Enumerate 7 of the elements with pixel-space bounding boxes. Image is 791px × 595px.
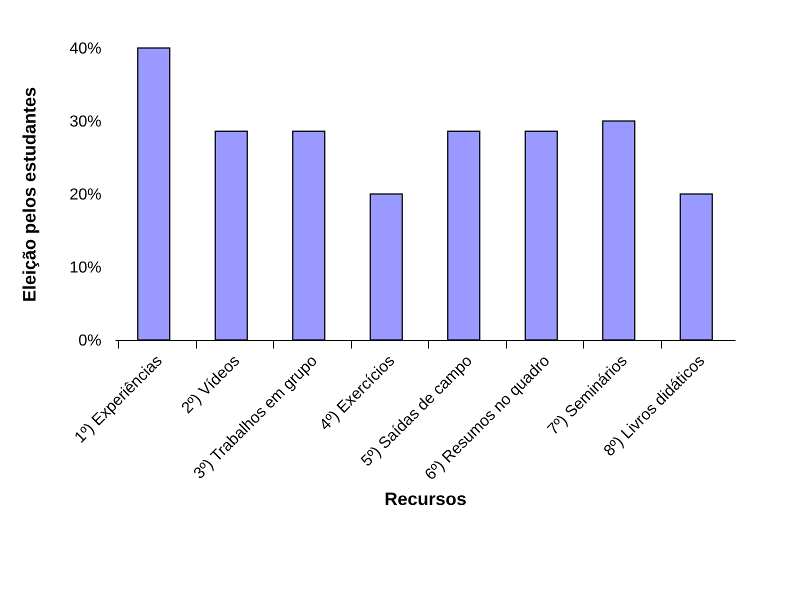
x-axis-title: Recursos	[384, 489, 467, 510]
y-tick-label: 20%	[69, 186, 102, 204]
y-tick-label: 0%	[78, 332, 102, 350]
y-axis-title: Eleição pelos estudantes	[19, 86, 40, 302]
y-tick-label: 40%	[69, 40, 102, 58]
y-tick-label: 10%	[69, 260, 102, 276]
y-tick-label: 30%	[69, 114, 102, 130]
